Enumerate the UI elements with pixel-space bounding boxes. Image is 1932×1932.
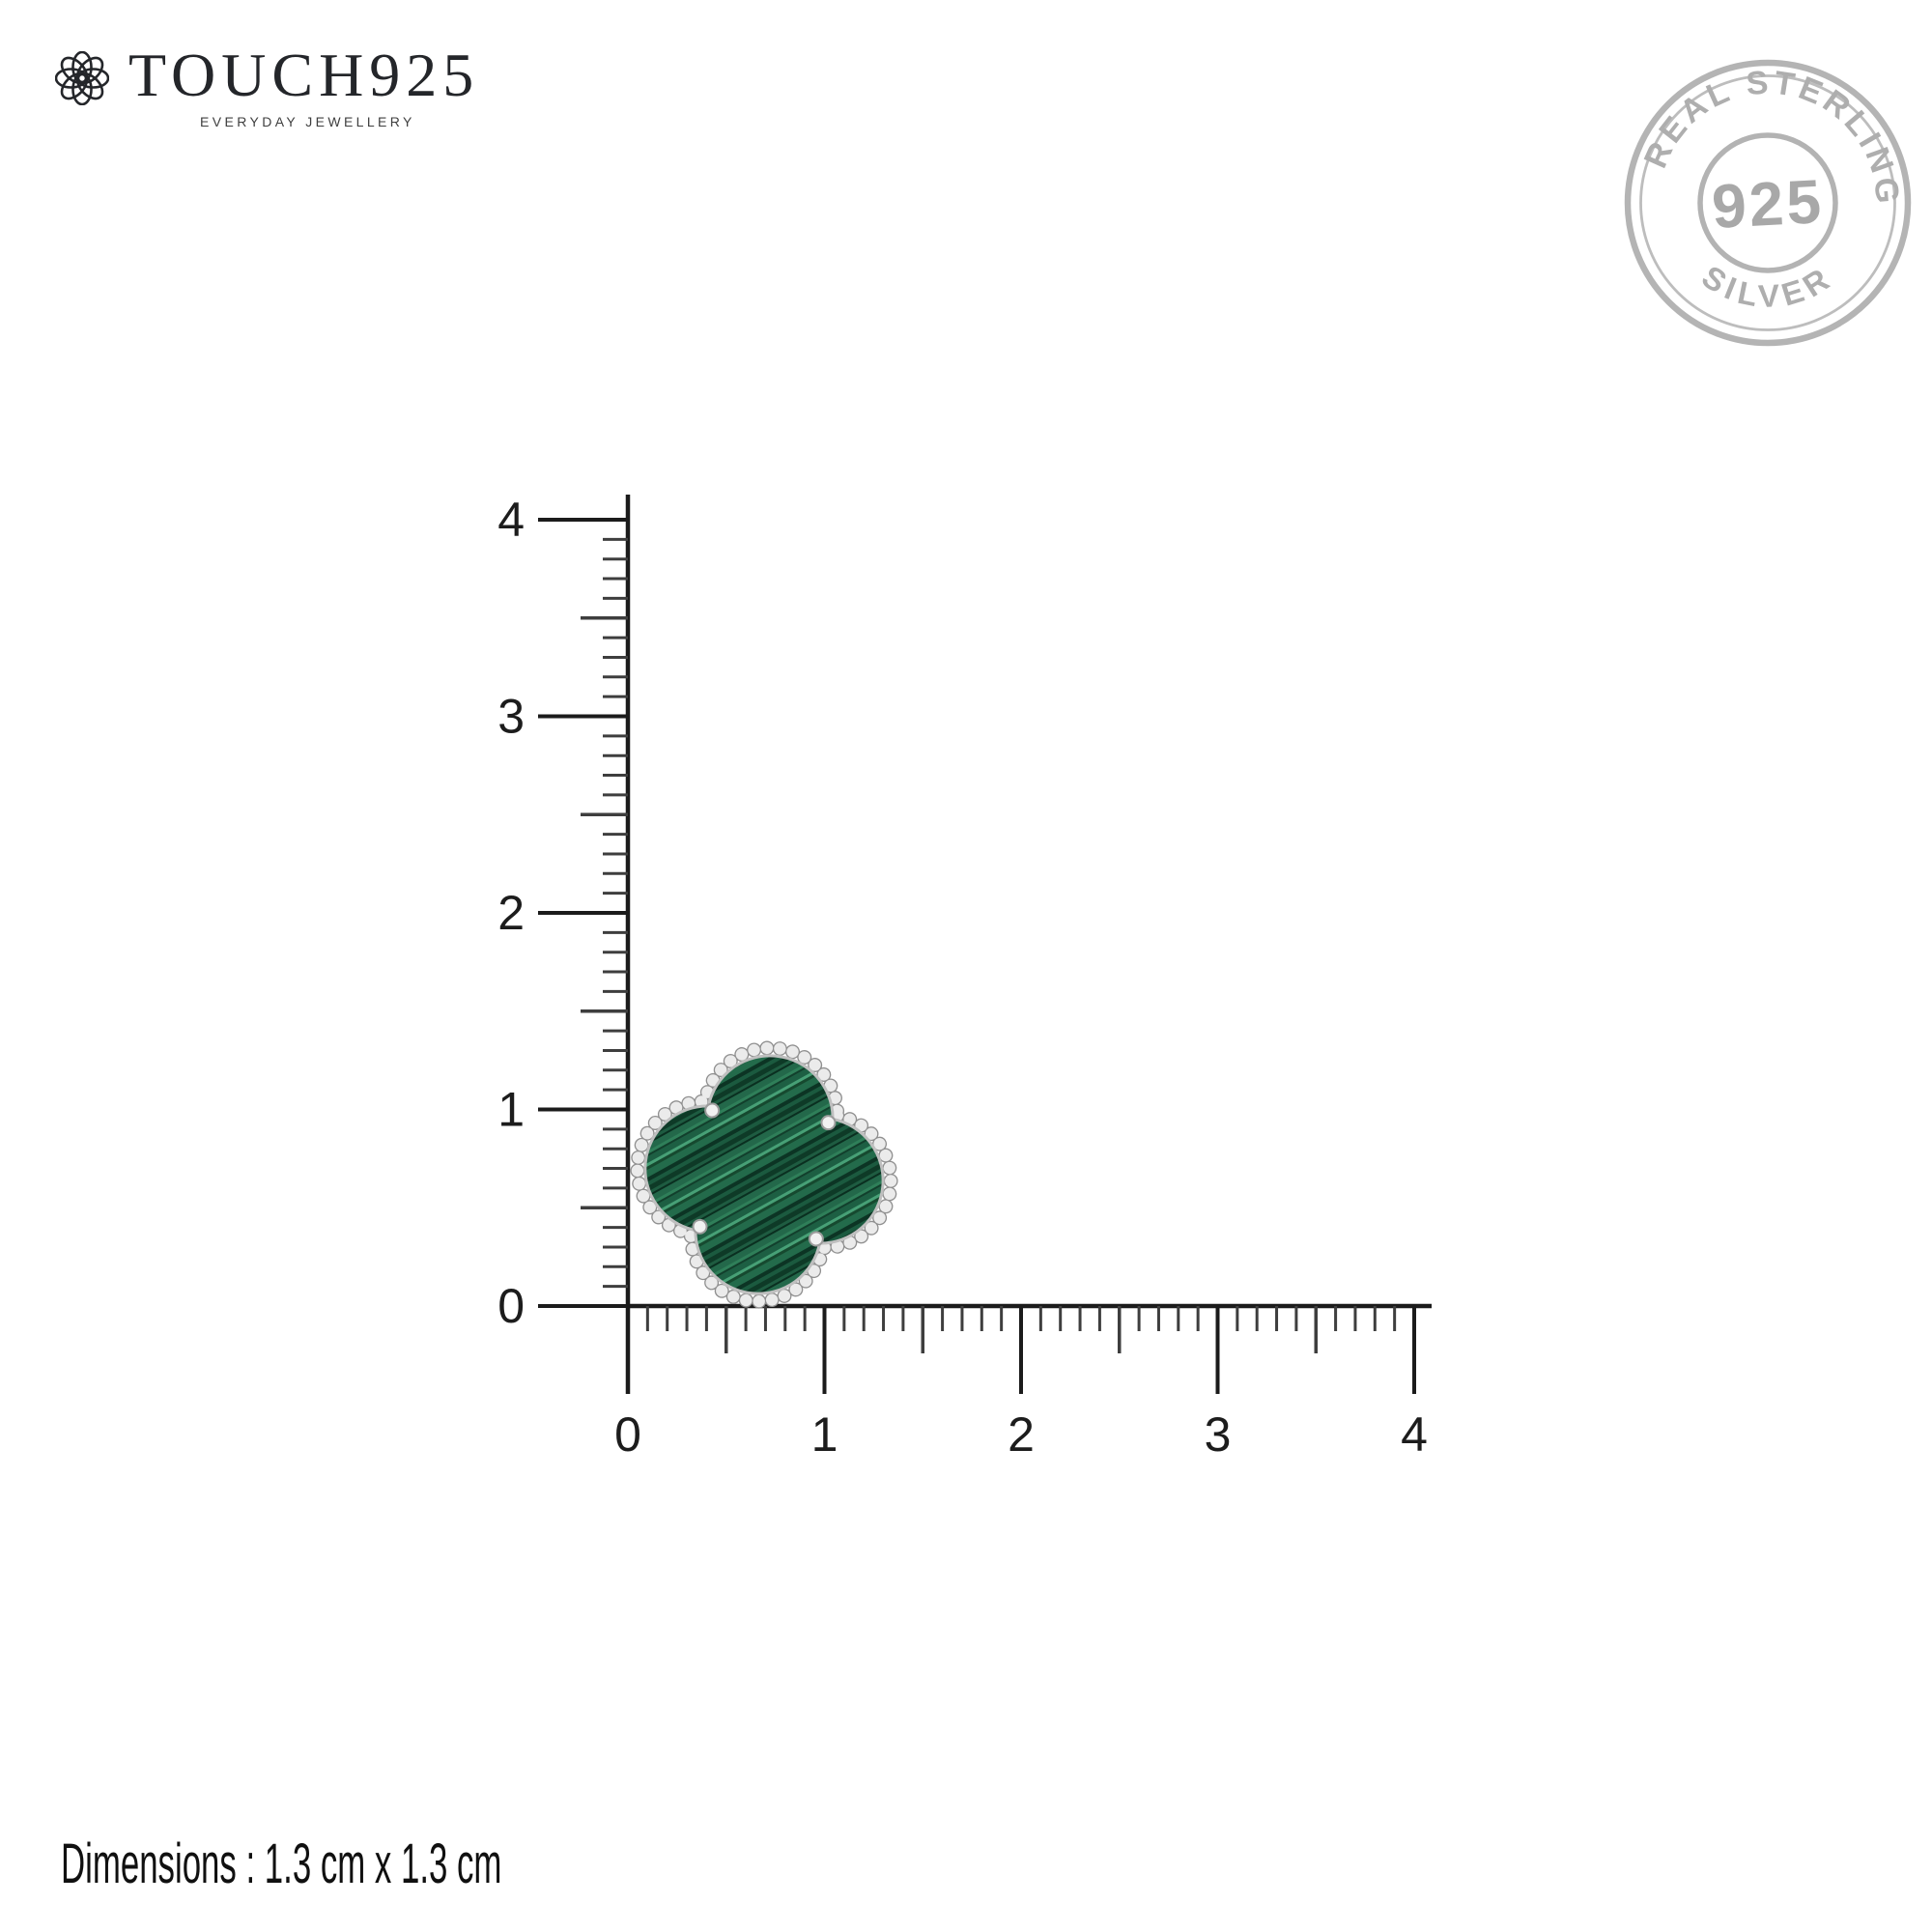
y-axis-label: 2: [497, 886, 525, 940]
x-axis-label: 1: [811, 1407, 838, 1462]
x-axis-label: 2: [1008, 1407, 1035, 1462]
cusp-bead: [820, 1115, 837, 1131]
y-axis-label: 3: [497, 690, 525, 744]
malachite-clover-stud: [630, 1040, 898, 1309]
cusp-bead: [704, 1102, 721, 1119]
stamp-outer-ring: [1624, 59, 1912, 347]
cusp-bead: [808, 1231, 824, 1247]
brand-name: TOUCH925: [128, 41, 480, 109]
stamp-inner-ring: [1639, 74, 1896, 331]
brand-tagline: EVERYDAY JEWELLERY: [200, 114, 415, 129]
x-axis-label: 4: [1401, 1407, 1428, 1462]
dimensions-caption: Dimensions : 1.3 cm x 1.3 cm: [61, 1833, 502, 1895]
stamp-center-circle: [1697, 132, 1838, 273]
sterling-silver-stamp: REAL STERLING 925 SILVER: [1624, 59, 1912, 347]
x-axis-label: 3: [1205, 1407, 1232, 1462]
rosette-icon: [55, 51, 109, 105]
y-axis-label: 1: [497, 1083, 525, 1137]
cusp-bead: [692, 1218, 708, 1235]
stamp-center-text: 925: [1710, 166, 1825, 242]
x-axis-label: 0: [614, 1407, 641, 1462]
y-axis-label: 4: [497, 493, 525, 547]
malachite-stone: [643, 1054, 885, 1295]
y-axis-label: 0: [497, 1279, 525, 1333]
bead-ring: [631, 1041, 897, 1308]
